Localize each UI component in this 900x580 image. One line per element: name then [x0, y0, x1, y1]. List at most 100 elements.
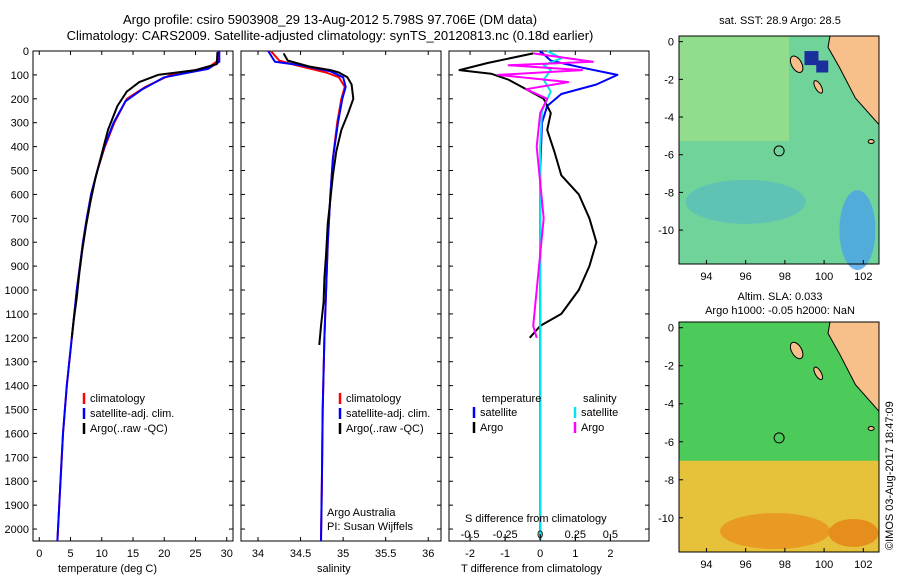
sla-map-ytick-label: -10 [658, 513, 674, 525]
temperature-panel-xtick-label: 30 [221, 548, 233, 560]
sst-map-ytick-label: -2 [664, 74, 674, 86]
sla-map-frame [678, 321, 880, 553]
sst-map-xtick-label: 96 [740, 271, 752, 283]
sla-map-xtick-label: 100 [815, 559, 833, 571]
salinity-panel-xtick-label: 35 [337, 548, 349, 560]
series-line-temperature-argo [458, 52, 598, 339]
difference-panel-xtick-label: -1 [500, 548, 510, 560]
sst-map-frame [678, 35, 880, 265]
difference-legend-title-temperature: temperature [482, 393, 541, 405]
sst-map-ytick-label: 0 [668, 37, 674, 49]
depth-tick-label: 1700 [5, 452, 29, 464]
sla-map-xtick-label: 96 [740, 559, 752, 571]
depth-tick-label: 800 [11, 237, 29, 249]
sst-warm-patch [679, 36, 789, 141]
sla-map-island [867, 425, 875, 431]
depth-tick-label: 1200 [5, 333, 29, 345]
sla-map-xtick-label: 94 [700, 559, 712, 571]
sla-map-island [813, 366, 824, 381]
salinity-annotation: Argo Australia [327, 507, 396, 519]
series-line-argo-raw-qc- [282, 52, 355, 346]
sla-map-ytick-label: -4 [664, 399, 674, 411]
salinity-panel-frame [240, 50, 442, 542]
series-line-argo-raw-qc- [70, 52, 219, 338]
difference-legend-title-salinity: salinity [583, 393, 617, 405]
imos-credit: ©IMOS 03-Aug-2017 18:47:09 [884, 401, 896, 550]
sst-map-xtick-label: 98 [779, 271, 791, 283]
depth-tick-label: 1600 [5, 428, 29, 440]
sla-peak-region [720, 513, 831, 550]
temperature-xlabel: temperature (deg C) [58, 563, 158, 575]
sla-map-xtick-label: 98 [779, 559, 791, 571]
sst-map-island [867, 139, 875, 145]
salinity-diff-legend-label: satellite [581, 407, 618, 419]
sst-map-island [789, 55, 804, 73]
sdiff-xtick-label: 0.25 [565, 529, 586, 541]
sst-cool-band [685, 179, 806, 224]
salinity-legend-label: climatology [346, 393, 402, 405]
salinity-panel-xtick-label: 34.5 [290, 548, 311, 560]
temperature-panel-xtick-label: 20 [158, 548, 170, 560]
difference-panel-xtick-label: 2 [607, 548, 613, 560]
sla-map-group [678, 321, 880, 553]
sdiff-xlabel: S difference from climatology [465, 513, 607, 525]
sst-map-xtick-label: 102 [854, 271, 872, 283]
depth-tick-label: 300 [11, 118, 29, 130]
sst-cold-spot [816, 60, 829, 73]
salinity-annotation: PI: Susan Wijffels [327, 521, 413, 533]
depth-tick-label: 1000 [5, 285, 29, 297]
sla-map-island [789, 341, 804, 360]
sst-map-island [813, 80, 824, 94]
temperature-legend-label: satellite-adj. clim. [90, 408, 174, 420]
salinity-panel-xtick-label: 35.5 [375, 548, 396, 560]
sst-map-ytick-label: -10 [658, 225, 674, 237]
salinity-panel-xtick-label: 34 [252, 548, 264, 560]
difference-panel-xtick-label: 0 [537, 548, 543, 560]
salinity-legend-label: Argo(..raw -QC) [346, 423, 424, 435]
sla-map-argo-marker [773, 432, 785, 444]
sdiff-xtick-label: -0.5 [461, 529, 480, 541]
temperature-legend-label: climatology [90, 393, 146, 405]
salinity-panel-xtick-label: 36 [422, 548, 434, 560]
sla-peak-region [828, 518, 879, 547]
sdiff-xtick-label: 0.5 [603, 529, 618, 541]
sst-map-group [678, 35, 880, 271]
temperature-panel-xtick-label: 5 [67, 548, 73, 560]
depth-tick-label: 900 [11, 261, 29, 273]
sst-map-ytick-label: -8 [664, 187, 674, 199]
sla-map-title-1: Altim. SLA: 0.033 [737, 291, 823, 303]
difference-panel-xtick-label: -2 [465, 548, 475, 560]
temperature-panel-xtick-label: 0 [36, 548, 42, 560]
depth-tick-label: 1800 [5, 476, 29, 488]
temperature-panel-frame [32, 50, 234, 542]
depth-tick-label: 1400 [5, 381, 29, 393]
temperature-panel-xtick-label: 10 [96, 548, 108, 560]
sst-map-xtick-label: 94 [700, 271, 712, 283]
depth-tick-label: 500 [11, 166, 29, 178]
salinity-xlabel: salinity [317, 563, 351, 575]
sla-map-title-2: Argo h1000: -0.05 h2000: NaN [705, 305, 855, 317]
sdiff-xtick-label: 0 [537, 529, 543, 541]
sla-map-ytick-label: -2 [664, 361, 674, 373]
series-line-salinity-argo [497, 52, 594, 339]
depth-tick-label: 400 [11, 142, 29, 154]
sst-map-xtick-label: 100 [815, 271, 833, 283]
depth-tick-label: 1500 [5, 405, 29, 417]
depth-tick-label: 0 [23, 46, 29, 58]
sst-cool-patch [839, 190, 876, 271]
sst-map-ytick-label: -6 [664, 150, 674, 162]
temperature-panel-xtick-label: 15 [127, 548, 139, 560]
sst-map-argo-marker [773, 145, 785, 157]
depth-tick-label: 700 [11, 213, 29, 225]
depth-tick-label: 100 [11, 70, 29, 82]
sla-map-ytick-label: 0 [668, 323, 674, 335]
depth-tick-label: 1300 [5, 357, 29, 369]
depth-tick-label: 600 [11, 189, 29, 201]
sla-map-ytick-label: -6 [664, 437, 674, 449]
depth-tick-label: 1900 [5, 500, 29, 512]
sst-map-ytick-label: -4 [664, 112, 674, 124]
tdiff-xlabel: T difference from climatology [461, 563, 602, 575]
depth-tick-label: 1100 [5, 309, 29, 321]
sla-map-xtick-label: 102 [854, 559, 872, 571]
